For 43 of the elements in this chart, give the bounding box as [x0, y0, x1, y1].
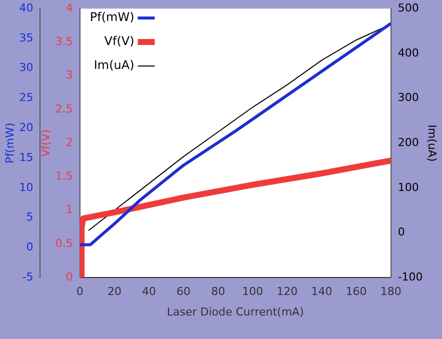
y-axis-title: Pf(mW) [3, 122, 16, 164]
y3-tick-label: 0 [398, 226, 405, 239]
y3-tick-label: 100 [398, 180, 419, 194]
y-tick-label: 5 [26, 210, 34, 224]
x-tick-label: 20 [107, 285, 122, 298]
y-tick-label: 20 [19, 121, 34, 134]
y2-tick-label: 0.5 [55, 236, 73, 250]
y3-tick-label: 500 [398, 1, 419, 14]
x-tick-label: 100 [242, 285, 264, 298]
legend-label: Im(uA) [94, 58, 134, 72]
y-tick-label: 40 [19, 1, 34, 14]
y-tick-label: 10 [19, 180, 34, 194]
legend-label: Pf(mW) [90, 10, 134, 24]
y2-tick-label: 2.5 [55, 102, 73, 116]
y3-tick-label: 300 [398, 91, 419, 104]
y3-axis-title: Im(uA) [426, 124, 439, 162]
y2-tick-label: 0 [66, 270, 73, 284]
x-tick-label: 180 [380, 285, 402, 298]
x-tick-label: 80 [211, 285, 226, 298]
y2-axis-title: Vf(V) [40, 129, 53, 157]
y-tick-label: 0 [26, 240, 34, 254]
x-tick-label: 140 [311, 285, 332, 298]
y2-tick-label: 1 [66, 203, 73, 216]
y3-tick-label: 400 [398, 46, 419, 60]
y-tick-label: 25 [19, 91, 34, 104]
y2-tick-label: 1.5 [55, 170, 73, 183]
y-tick-label: 35 [19, 31, 34, 44]
y2-tick-label: 3.5 [55, 35, 73, 48]
y-tick-label: 15 [19, 150, 34, 164]
x-axis-title: Laser Diode Current(mA) [166, 305, 304, 318]
x-tick-label: 0 [76, 285, 84, 298]
x-tick-label: 60 [176, 285, 191, 298]
y2-tick-label: 4 [66, 1, 73, 14]
x-tick-label: 120 [276, 285, 298, 298]
y2-tick-label: 2 [66, 136, 73, 149]
y2-tick-label: 3 [66, 68, 73, 82]
x-tick-label: 160 [346, 285, 367, 298]
y3-tick-label: 200 [398, 136, 419, 149]
x-tick-label: 40 [142, 285, 156, 298]
legend-label: Vf(V) [104, 34, 134, 48]
y3-tick-label: -100 [398, 270, 423, 284]
y-tick-label: -5 [22, 270, 34, 284]
y-tick-label: 30 [19, 61, 34, 74]
